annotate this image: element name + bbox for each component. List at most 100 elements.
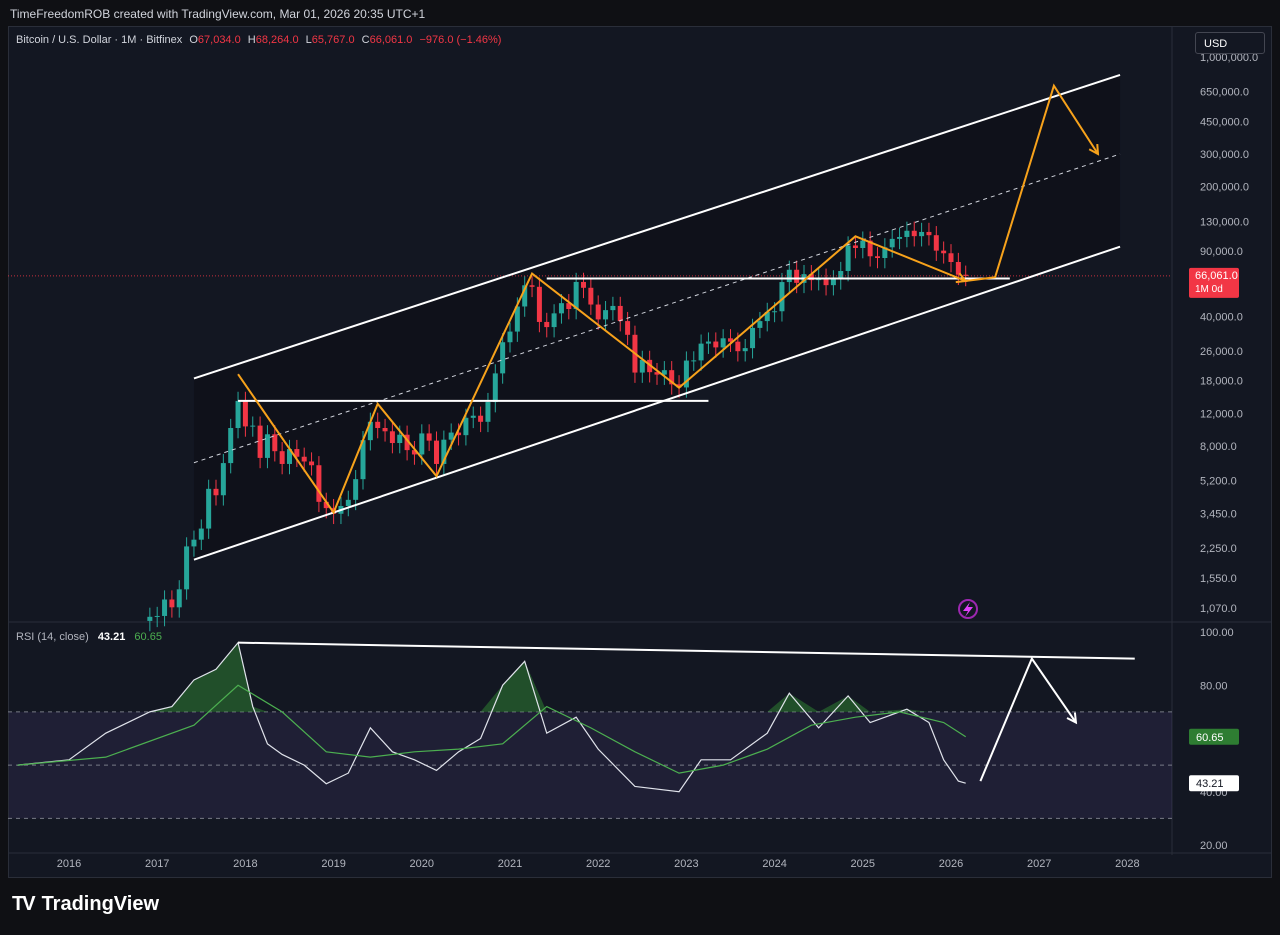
candle-body xyxy=(345,499,351,506)
candles-layer xyxy=(147,221,969,632)
candle-body xyxy=(213,488,219,496)
candle-body xyxy=(162,599,168,616)
projection-arrowhead xyxy=(1088,143,1100,156)
price-tick-label: 18,000.0 xyxy=(1200,376,1243,388)
candle-body xyxy=(242,400,248,427)
candle-body xyxy=(904,230,910,237)
created-by-text: TimeFreedomROB created with TradingView.… xyxy=(10,7,426,21)
candle-body xyxy=(154,615,160,617)
rsi-tick-label: 80.00 xyxy=(1200,680,1228,692)
candle-body xyxy=(551,313,557,328)
candle-body xyxy=(948,253,954,263)
time-tick-label: 2018 xyxy=(233,858,257,870)
candle-body xyxy=(919,231,925,237)
candle-body xyxy=(676,384,682,388)
candle-body xyxy=(367,421,373,441)
rsi-ma-badge xyxy=(1189,728,1239,745)
candle-body xyxy=(779,282,785,312)
candle-body xyxy=(250,425,256,427)
candle-body xyxy=(603,310,609,320)
currency-button[interactable]: USD xyxy=(1195,32,1265,54)
candle-body xyxy=(419,433,425,455)
price-axis: 1,000,000.0 650,000.0 450,000.0 300,000.0 20… xyxy=(1200,52,1258,852)
candle-body xyxy=(588,287,594,305)
candle-body xyxy=(404,434,410,451)
candle-body xyxy=(360,440,366,480)
candle-body xyxy=(257,425,263,458)
rsi-projection xyxy=(979,656,1077,782)
candle-body xyxy=(933,235,939,251)
candle-body xyxy=(191,539,197,547)
last-price-badge-countdown: 1M 0d xyxy=(1195,284,1223,295)
candle-body xyxy=(235,400,241,429)
time-tick-label: 2020 xyxy=(410,858,434,870)
candle-body xyxy=(794,269,800,283)
candle-body xyxy=(198,528,204,540)
candle-body xyxy=(397,434,403,444)
candle-body xyxy=(750,327,756,349)
price-tick-label: 8,000.0 xyxy=(1200,441,1237,453)
time-tick-label: 2023 xyxy=(674,858,698,870)
candle-body xyxy=(772,311,778,313)
rsi-ma-value: 60.65 xyxy=(134,631,162,643)
candle-body xyxy=(411,450,417,455)
candle-body xyxy=(573,281,579,310)
high-value: 68,264.0 xyxy=(255,34,299,46)
candle-body xyxy=(184,546,190,590)
candle-body xyxy=(478,415,484,422)
candle-body xyxy=(492,373,498,403)
candle-body xyxy=(617,305,623,322)
price-tick-label: 450,000.0 xyxy=(1200,116,1249,128)
candle-body xyxy=(287,449,292,464)
candle-body xyxy=(536,286,542,322)
candle-body xyxy=(838,271,844,280)
candle-body xyxy=(294,449,300,457)
channel-shading xyxy=(193,74,1121,560)
rsi-value: 43.21 xyxy=(97,631,126,643)
bolt-icon-glyph xyxy=(963,602,973,617)
candle-body xyxy=(470,415,476,418)
price-tick-label: 90,000.0 xyxy=(1200,246,1243,258)
tradingview-logo-icon: TV xyxy=(12,893,36,915)
rsi-tick-label: 100.00 xyxy=(1200,627,1234,639)
rsi-badge xyxy=(1189,775,1239,792)
candle-body xyxy=(735,341,741,352)
time-tick-label: 2026 xyxy=(939,858,963,870)
candle-body xyxy=(279,451,285,464)
candle-body xyxy=(705,341,711,344)
candle-body xyxy=(382,428,388,432)
candle-body xyxy=(353,479,359,500)
candle-body xyxy=(485,402,491,422)
candle-body xyxy=(426,433,432,441)
candle-body xyxy=(698,343,704,361)
rsi-badge-value: 43.21 xyxy=(1196,778,1224,790)
high-label: H xyxy=(247,34,256,46)
candle-body xyxy=(456,432,462,436)
candle-body xyxy=(860,240,866,249)
candle-body xyxy=(228,428,234,464)
candle-body xyxy=(713,341,719,348)
candle-body xyxy=(852,245,858,249)
candle-body xyxy=(882,247,888,259)
rsi-label: RSI (14, close) xyxy=(16,631,89,643)
bolt-icon xyxy=(958,599,978,619)
top-bar: TimeFreedomROB created with TradingView.… xyxy=(0,0,1280,26)
candle-body xyxy=(514,306,520,332)
candle-body xyxy=(500,342,506,374)
candle-body xyxy=(889,238,895,248)
candle-body xyxy=(323,501,329,509)
drawing-layer xyxy=(8,74,1172,561)
candle-body xyxy=(661,370,667,375)
low-value: 65,767.0 xyxy=(311,34,355,46)
time-tick-label: 2016 xyxy=(57,858,81,870)
candle-body xyxy=(581,281,586,288)
candle-body xyxy=(926,231,932,236)
rsi-projection-arrowhead xyxy=(1066,712,1078,725)
time-tick-label: 2028 xyxy=(1115,858,1139,870)
price-tick-label: 300,000.0 xyxy=(1200,149,1249,161)
channel-lower-line xyxy=(193,245,1121,561)
candle-body xyxy=(808,274,814,281)
channel-upper-line xyxy=(193,74,1121,380)
open-label: O xyxy=(189,34,198,46)
